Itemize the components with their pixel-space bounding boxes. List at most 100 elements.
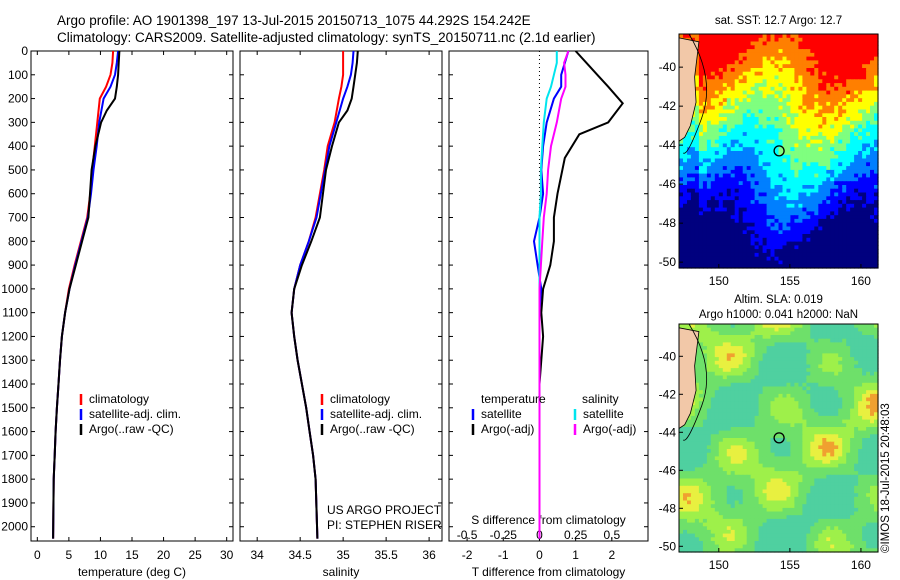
map-cell <box>818 113 823 118</box>
map-cell <box>782 338 788 343</box>
map-cell <box>738 375 744 380</box>
map-cell <box>814 101 819 107</box>
map-cell <box>687 230 692 235</box>
map-cell <box>838 71 843 77</box>
map-cell <box>870 364 875 369</box>
map-cell <box>866 173 871 178</box>
map-cell <box>782 151 788 156</box>
map-cell <box>818 360 823 366</box>
map-cell <box>774 83 780 88</box>
map-cell <box>722 423 728 428</box>
map-cell <box>750 379 756 384</box>
map-cell <box>842 260 847 265</box>
map-cell <box>858 56 863 61</box>
map-cell <box>710 135 716 141</box>
map-cell <box>866 346 871 351</box>
map-cell <box>786 41 792 46</box>
map-cell <box>778 264 784 269</box>
map-cell <box>758 427 764 432</box>
map-cell <box>818 256 823 262</box>
map-cell <box>734 386 740 391</box>
map-cell <box>826 192 831 197</box>
map-cell <box>814 346 819 351</box>
map-cell <box>762 327 768 332</box>
map-cell <box>750 117 756 122</box>
map-cell <box>690 241 696 246</box>
map-cell <box>714 382 720 388</box>
map-cell <box>830 327 835 332</box>
map-cell <box>718 192 724 197</box>
map-cell <box>874 203 879 209</box>
map-cell <box>778 98 784 103</box>
map-cell <box>750 324 756 329</box>
map-cell <box>754 252 760 258</box>
map-cell <box>706 237 712 243</box>
map-cell <box>874 37 879 43</box>
map-cell <box>874 218 879 224</box>
map-cell <box>758 371 764 377</box>
map-cell <box>786 71 792 77</box>
map-cell <box>754 222 760 228</box>
map-cell <box>694 154 700 160</box>
map-cell <box>734 173 740 178</box>
map-cell <box>858 181 863 186</box>
series-line-3 <box>52 50 121 539</box>
map-cell <box>826 147 831 152</box>
map-cell <box>694 132 700 137</box>
map-cell <box>810 342 815 347</box>
map-cell <box>750 185 756 190</box>
map-cell <box>690 211 696 216</box>
map-cell <box>862 264 867 269</box>
map-cell <box>778 56 784 61</box>
map-cell <box>846 215 851 220</box>
map-cell <box>734 34 740 39</box>
map-cell <box>826 234 831 239</box>
map-cell <box>774 117 780 122</box>
map-cell <box>738 324 744 329</box>
map-cell <box>762 105 768 111</box>
map-cell <box>738 342 744 347</box>
map-cell <box>722 375 728 380</box>
map-cell <box>870 68 875 73</box>
map-cell <box>834 419 839 424</box>
map-cell <box>798 234 803 239</box>
map-cell <box>790 56 795 61</box>
map-cell <box>838 346 843 351</box>
map-cell <box>874 98 879 103</box>
map-cell <box>826 415 831 421</box>
map-cell <box>794 71 799 77</box>
map-cell <box>722 357 728 362</box>
map-cell <box>866 252 871 258</box>
map-cell <box>746 68 752 73</box>
map-cell <box>734 147 740 152</box>
map-cell <box>870 260 875 265</box>
map-cell <box>798 105 803 111</box>
map-cell <box>778 342 784 347</box>
map-cell <box>754 327 760 332</box>
map-cell <box>770 135 776 141</box>
map-cell <box>802 166 807 171</box>
map-cell <box>842 68 847 73</box>
map-cell <box>710 427 716 432</box>
map-cell <box>690 215 696 220</box>
map-cell <box>762 79 768 84</box>
map-cell <box>798 218 803 224</box>
map-cell <box>718 37 724 43</box>
map-cell <box>846 166 851 171</box>
map-cell <box>830 109 835 114</box>
map-cell <box>834 375 839 380</box>
map-cell <box>794 353 799 358</box>
map-cell <box>830 139 835 145</box>
map-cell <box>806 390 811 395</box>
map-cell <box>722 200 728 205</box>
map-cell <box>687 132 692 137</box>
map-cell <box>694 64 700 69</box>
map-cell <box>706 218 712 224</box>
map-cell <box>866 360 871 366</box>
map-cell <box>762 207 768 212</box>
map-cell <box>854 412 859 417</box>
map-cell <box>766 256 772 262</box>
map-cell <box>726 364 732 369</box>
map-cell <box>710 423 716 428</box>
map-cell <box>814 249 819 254</box>
